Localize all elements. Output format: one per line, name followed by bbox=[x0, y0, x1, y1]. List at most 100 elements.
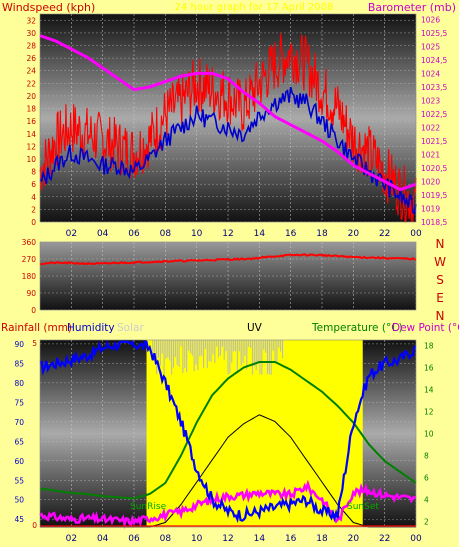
windspeed-tick-label: 12 bbox=[26, 142, 36, 151]
x-tick-label: 20 bbox=[348, 534, 360, 543]
windspeed-tick-label: 22 bbox=[26, 79, 36, 88]
compass-e: E bbox=[436, 291, 444, 305]
temperature-tick-label: 16 bbox=[424, 364, 434, 373]
x-tick-label: 14 bbox=[254, 229, 266, 239]
x-tick-label: 02 bbox=[66, 534, 77, 543]
x-tick-label: 12 bbox=[222, 229, 233, 239]
barometer-tick-label: 1022,5 bbox=[421, 110, 447, 119]
compass-w: W bbox=[434, 255, 446, 269]
humidity-axis-label: Humidity bbox=[67, 322, 115, 334]
x-tick-label: 10 bbox=[191, 229, 203, 239]
barometer-tick-label: 1020 bbox=[421, 177, 440, 186]
windspeed-tick-label: 8 bbox=[31, 168, 36, 177]
temperature-tick-label: 12 bbox=[424, 408, 434, 417]
x-tick-label: 22 bbox=[379, 534, 390, 543]
windspeed-tick-label: 32 bbox=[26, 16, 36, 25]
barometer-tick-label: 1022 bbox=[421, 123, 440, 132]
x-tick-label: 04 bbox=[97, 229, 109, 239]
humidity-tick-label: 70 bbox=[14, 418, 24, 427]
direction-tick-label: 360 bbox=[22, 238, 37, 247]
windspeed-tick-label: 26 bbox=[26, 54, 36, 63]
humidity-tick-label: 80 bbox=[14, 379, 24, 388]
barometer-tick-label: 1020,5 bbox=[421, 164, 447, 173]
x-tick-label: 08 bbox=[160, 534, 172, 543]
x-tick-label: 18 bbox=[316, 534, 328, 543]
graph-date-title: 24 hour graph for 17 April 2008 bbox=[175, 2, 334, 13]
barometer-line bbox=[39, 34, 417, 192]
barometer-tick-label: 1019 bbox=[421, 204, 440, 213]
temperature-tick-label: 10 bbox=[424, 430, 434, 439]
x-tick-label: 08 bbox=[160, 229, 172, 239]
windspeed-tick-label: 4 bbox=[31, 193, 36, 202]
windspeed-tick-label: 24 bbox=[26, 67, 36, 76]
x-tick-label: 10 bbox=[191, 534, 203, 543]
barometer-tick-label: 1021,5 bbox=[421, 137, 447, 146]
x-tick-label: 00 bbox=[410, 534, 422, 543]
barometer-tick-label: 1025 bbox=[421, 42, 440, 51]
windspeed-tick-label: 2 bbox=[31, 205, 36, 214]
uv-axis-label: UV bbox=[247, 322, 263, 334]
windspeed-tick-label: 20 bbox=[26, 92, 36, 101]
windspeed-tick-label: 18 bbox=[26, 105, 36, 114]
windspeed-tick-label: 10 bbox=[26, 155, 36, 164]
humidity-tick-label: 45 bbox=[14, 515, 24, 524]
windspeed-tick-label: 14 bbox=[26, 130, 36, 139]
panel-border bbox=[39, 339, 417, 528]
windspeed-tick-label: 16 bbox=[26, 117, 36, 126]
compass-n-top: N bbox=[436, 237, 445, 251]
panel-border bbox=[39, 13, 417, 223]
humidity-tick-label: 50 bbox=[14, 496, 24, 505]
barometer-tick-label: 1019,5 bbox=[421, 191, 447, 200]
humidity-tick-label: 65 bbox=[14, 437, 24, 446]
humidity-tick-label: 85 bbox=[14, 359, 24, 368]
barometer-tick-label: 1021 bbox=[421, 150, 440, 159]
barometer-tick-label: 1023 bbox=[421, 96, 440, 105]
compass-s: S bbox=[436, 273, 444, 287]
windspeed-tick-label: 30 bbox=[26, 29, 36, 38]
rainfall-axis-label: Rainfall (mm) bbox=[1, 322, 72, 334]
solar-axis-label: Solar bbox=[117, 322, 144, 334]
barometer-axis-label: Barometer (mb) bbox=[368, 1, 456, 14]
x-tick-label: 00 bbox=[410, 229, 422, 239]
windspeed-tick-label: 6 bbox=[31, 180, 36, 189]
compass-n-bottom: N bbox=[436, 309, 445, 323]
dewpoint-line bbox=[39, 479, 417, 530]
x-tick-label: 18 bbox=[316, 229, 328, 239]
humidity-line bbox=[39, 339, 417, 524]
x-tick-label: 12 bbox=[222, 534, 233, 543]
direction-tick-label: 0 bbox=[31, 306, 36, 315]
temperature-line bbox=[39, 361, 417, 500]
temperature-tick-label: 8 bbox=[424, 452, 429, 461]
dewpoint-axis-label: Dew Point (°C) bbox=[392, 322, 459, 334]
temperature-tick-label: 4 bbox=[424, 496, 429, 505]
barometer-tick-label: 1023,5 bbox=[421, 83, 447, 92]
compass-labels: N W S E N bbox=[434, 237, 446, 323]
humidity-tick-label: 55 bbox=[14, 476, 24, 485]
barometer-tick-label: 1024 bbox=[421, 69, 440, 78]
rain-tick-label: 5 bbox=[32, 339, 37, 348]
x-tick-label: 02 bbox=[66, 229, 77, 239]
windspeed-tick-label: 0 bbox=[31, 218, 36, 227]
windspeed-tick-label: 28 bbox=[26, 42, 36, 51]
x-tick-label: 16 bbox=[285, 534, 297, 543]
windspeed-gust-line bbox=[39, 32, 417, 223]
barometer-tick-label: 1018,5 bbox=[421, 218, 447, 227]
humidity-tick-label: 60 bbox=[14, 457, 24, 466]
x-tick-label: 04 bbox=[97, 534, 109, 543]
temperature-tick-label: 14 bbox=[424, 386, 434, 395]
x-tick-label: 20 bbox=[348, 229, 360, 239]
temperature-tick-label: 18 bbox=[424, 342, 434, 351]
x-tick-label: 16 bbox=[285, 229, 297, 239]
panel-border bbox=[39, 241, 417, 311]
barometer-tick-label: 1026 bbox=[421, 15, 440, 24]
humidity-tick-label: 90 bbox=[14, 340, 24, 349]
direction-tick-label: 270 bbox=[22, 255, 37, 264]
temperature-tick-label: 6 bbox=[424, 474, 429, 483]
solar-radiation-area bbox=[146, 340, 363, 527]
humidity-tick-label: 75 bbox=[14, 398, 24, 407]
temperature-axis-label: Temperature (°C) bbox=[311, 322, 403, 334]
x-tick-label: 06 bbox=[128, 229, 140, 239]
rain-tick-label: 0 bbox=[32, 521, 37, 530]
